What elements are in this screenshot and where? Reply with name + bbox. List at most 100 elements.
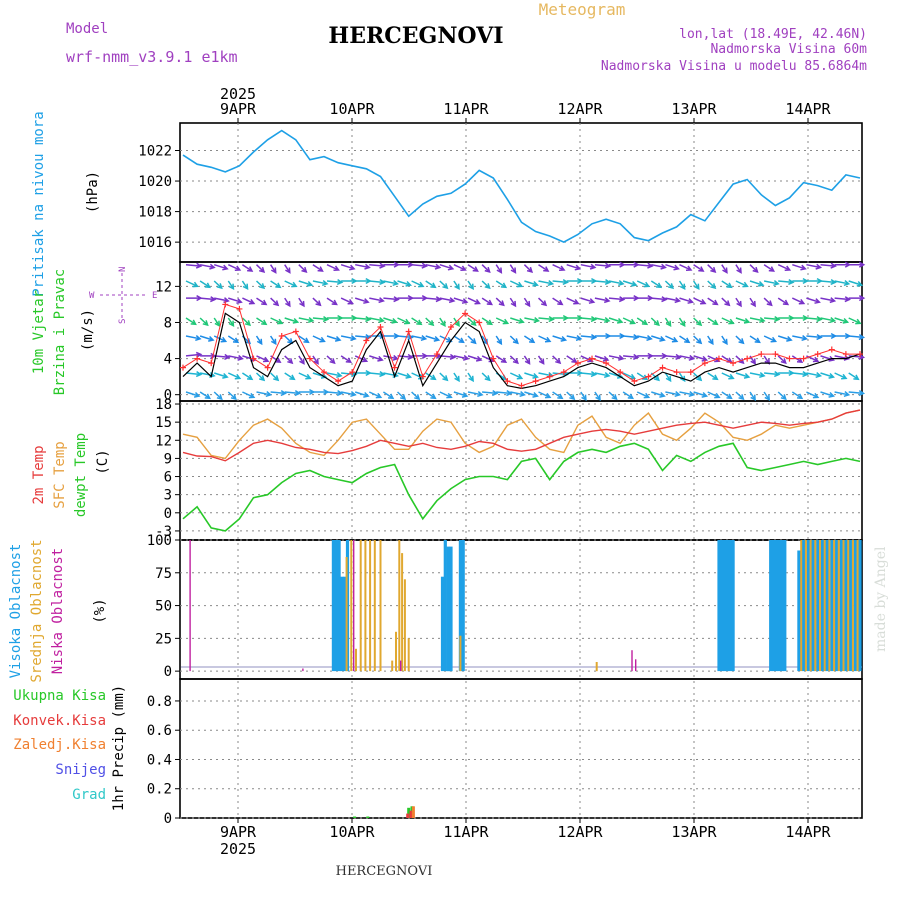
wind-arrow	[255, 280, 266, 290]
wind-arrow	[200, 296, 217, 303]
clouds-tick-label: 75	[155, 566, 172, 582]
wind-arrow	[312, 335, 326, 343]
wind-arrow	[749, 372, 766, 379]
wind-arrow	[834, 317, 850, 324]
precip-tick-label: 0.8	[147, 694, 172, 710]
wind-gust-marker	[589, 355, 596, 362]
temp-title-1: 2m Temp	[31, 445, 47, 504]
temperature-tick-label: 0	[164, 506, 172, 522]
wind-arrow	[312, 297, 322, 307]
meteogram-label: Meteogram	[539, 0, 626, 19]
compass-east: E	[152, 291, 157, 301]
wind-arrow	[369, 297, 385, 304]
wind-arrow	[580, 333, 598, 341]
cloud-bar-high	[802, 540, 806, 672]
day-label-top: 11APR	[443, 100, 489, 118]
wind-arrow	[608, 391, 618, 401]
day-label-bottom: 14APR	[785, 823, 831, 841]
wind-arrow	[439, 372, 449, 382]
wind-arrow	[383, 332, 400, 340]
elevation-label: Nadmorska Visina 60m	[710, 42, 867, 57]
wind-arrow	[523, 355, 531, 365]
wind-arrow	[538, 315, 555, 323]
cloud-bar-high	[858, 540, 862, 672]
wind-arrow	[312, 388, 330, 396]
wind-gust-marker	[645, 373, 652, 380]
wind-arrow	[678, 317, 686, 327]
wind-arrow	[383, 261, 400, 268]
wind-arrow	[425, 296, 443, 303]
wind-arrow	[213, 372, 229, 379]
cloud-bar-high	[723, 540, 727, 672]
day-label-bottom: 11APR	[443, 823, 489, 841]
wind-arrow	[397, 372, 412, 379]
wind-arrow	[453, 297, 469, 304]
wind-arrow	[594, 262, 612, 269]
wind-arrow	[664, 280, 675, 290]
wind-arrow	[763, 264, 775, 272]
wind-arrow	[693, 391, 709, 398]
wind-arrow	[326, 389, 344, 397]
temperature-tick-label: -3	[155, 524, 172, 540]
wind-gust-marker	[306, 355, 313, 362]
wind-arrow	[312, 280, 329, 287]
wind-arrow	[439, 280, 449, 290]
cloud-bar-mid	[379, 540, 382, 672]
wind-arrow	[538, 335, 552, 343]
day-label-top: 10APR	[329, 100, 375, 118]
wind-arrow	[650, 280, 663, 289]
wind-arrow	[665, 353, 682, 360]
wind-arrow	[820, 297, 837, 304]
wind-arrow	[707, 391, 721, 399]
wind-arrow	[453, 264, 467, 272]
wind-arrow	[608, 354, 625, 361]
wind-arrow	[806, 315, 823, 323]
precip-unit: 1hr Precip (mm)	[111, 685, 127, 811]
model-elevation-label: Nadmorska Visina u modelu 85.6864m	[601, 59, 867, 74]
wind-gust-marker	[419, 373, 426, 380]
precip-legend-hail: Grad	[72, 787, 106, 803]
wind-arrow	[312, 355, 319, 365]
wind-gust-marker	[715, 355, 722, 362]
panel-frames	[179, 122, 863, 819]
wind-arrow	[255, 264, 266, 273]
wind-arrow	[213, 391, 223, 401]
wind-arrow	[538, 264, 550, 272]
cloud-bar-high	[461, 540, 465, 672]
wind-arrow	[467, 355, 483, 362]
wind-arrow	[467, 280, 474, 290]
wind-arrow	[481, 280, 491, 290]
wind-arrow	[608, 280, 625, 287]
cloud-bar-mid	[459, 635, 462, 672]
model-label: Model	[66, 21, 108, 37]
wind-arrow	[241, 372, 254, 381]
wind-unit: (m/s)	[80, 309, 96, 351]
wind-arrow	[213, 280, 223, 290]
wind-arrow	[721, 297, 731, 307]
wind-arrow	[383, 354, 400, 361]
wind-arrow	[340, 263, 356, 271]
cloud-bar-mid	[804, 540, 807, 672]
temperature-ticks: -3 0 3 6 9 12 15 18	[155, 397, 862, 540]
cloud-bar-high	[797, 550, 801, 672]
cloud-bar-high	[449, 546, 453, 672]
cloud-bar-mid	[833, 540, 836, 672]
wind-arrow	[778, 369, 795, 377]
wind-ticks: 0 4 8 12	[155, 279, 862, 404]
wind-arrow	[467, 264, 479, 272]
cloud-bar-high	[820, 540, 824, 672]
wind-arrow	[820, 332, 838, 340]
wind-arrow	[510, 317, 525, 324]
wind-arrow	[538, 280, 555, 287]
wind-arrow	[622, 280, 638, 287]
pressure-ticks: 1016 1018 1020 1022	[138, 143, 862, 251]
wind-arrow	[792, 314, 809, 322]
wind-arrow	[369, 278, 386, 285]
compass-south: S	[118, 319, 128, 324]
cloud-bar-high	[720, 540, 724, 672]
wind-arrow	[227, 280, 235, 290]
wind-arrow	[834, 261, 852, 268]
wind-arrow	[721, 264, 728, 274]
pressure-title: Pritisak na nivou mora	[31, 111, 47, 296]
